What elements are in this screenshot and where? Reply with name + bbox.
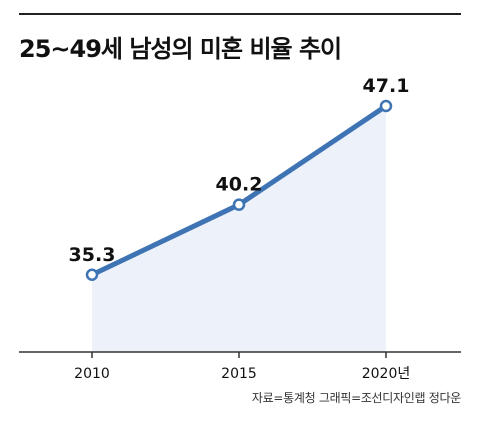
source-credit: 자료=통계청 그래픽=조선디자인랩 정다운 [251, 391, 461, 405]
area-fill [92, 106, 386, 352]
chart-title: 25~49세 남성의 미혼 비율 추이 [19, 35, 342, 63]
data-label-2015: 40.2 [216, 174, 263, 196]
data-label-2020: 47.1 [363, 75, 410, 97]
data-point-2020 [379, 99, 393, 113]
chart-marks: 35.3 2010 40.2 2015 47.1 2020년 [69, 75, 411, 382]
x-tick-label-2020: 2020년 [362, 366, 411, 382]
x-tick-label-2015: 2015 [221, 366, 257, 382]
x-tick-label-2010: 2010 [74, 366, 110, 382]
data-label-2010: 35.3 [69, 244, 116, 266]
data-point-2010 [85, 268, 99, 282]
data-point-2015 [232, 198, 246, 211]
top-rule [19, 13, 461, 15]
